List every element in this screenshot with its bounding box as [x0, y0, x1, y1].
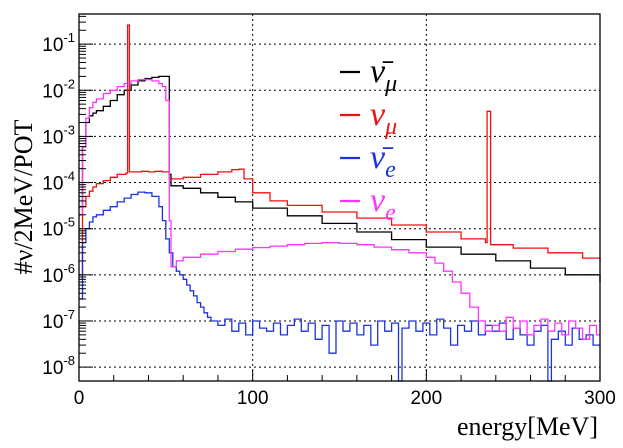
legend-label-subscript: e	[385, 200, 396, 226]
y-tick-label: 10-7	[42, 307, 75, 333]
y-tick-label: 10-2	[42, 76, 75, 102]
y-tick-label-base: 10	[42, 312, 63, 333]
plot-frame	[78, 13, 601, 382]
ticks-layer	[78, 15, 601, 381]
y-tick-label: 10-6	[42, 261, 75, 287]
y-tick-label-base: 10	[42, 358, 63, 379]
x-tick-label: 100	[237, 388, 269, 409]
x-tick-label: 200	[410, 388, 442, 409]
y-tick-label-exponent: -5	[63, 215, 75, 230]
legend-label-subscript: μ	[384, 114, 397, 140]
y-tick-label-base: 10	[42, 174, 63, 195]
y-tick-label-exponent: -2	[63, 76, 75, 91]
legend-label-base: ν	[370, 182, 386, 219]
legend-label-base: ν	[370, 96, 386, 133]
legend-label-subscript: μ	[384, 71, 397, 97]
series-line-nuebar	[79, 191, 600, 382]
y-tick-label: 10-4	[42, 169, 75, 195]
y-tick-label-exponent: -7	[63, 307, 75, 322]
x-tick-label: 300	[584, 388, 616, 409]
legend-label-numu: νμ	[370, 96, 397, 140]
y-tick-label-exponent: -4	[63, 169, 75, 184]
y-tick-label: 10-1	[42, 30, 75, 56]
x-axis-title: energy[MeV]	[457, 412, 598, 441]
y-tick-label: 10-8	[42, 353, 75, 379]
y-tick-label-exponent: -6	[63, 261, 75, 276]
series-layer	[79, 24, 601, 382]
series-line-numu	[79, 24, 601, 276]
y-tick-label-exponent: -3	[63, 122, 75, 137]
y-tick-label-exponent: -1	[63, 30, 75, 45]
y-tick-label: 10-5	[42, 215, 75, 241]
series-line-numubar	[79, 75, 601, 282]
legend-label-nue: νe	[370, 182, 396, 226]
y-axis-title: #ν/2MeV/POT	[9, 120, 38, 275]
y-tick-label-base: 10	[42, 81, 63, 102]
y-tick-label-base: 10	[42, 127, 63, 148]
y-tick-label-base: 10	[42, 35, 63, 56]
y-tick-label: 10-3	[42, 122, 75, 148]
x-tick-label: 0	[74, 388, 85, 409]
y-tick-label-exponent: -8	[63, 353, 75, 368]
y-tick-label-base: 10	[42, 220, 63, 241]
tick-labels-layer: 0 100 200 30010-110-210-310-410-510-610-710…	[42, 30, 616, 409]
y-tick-label-base: 10	[42, 266, 63, 287]
legend-label-subscript: e	[385, 157, 396, 183]
series-line-nue	[79, 78, 600, 340]
